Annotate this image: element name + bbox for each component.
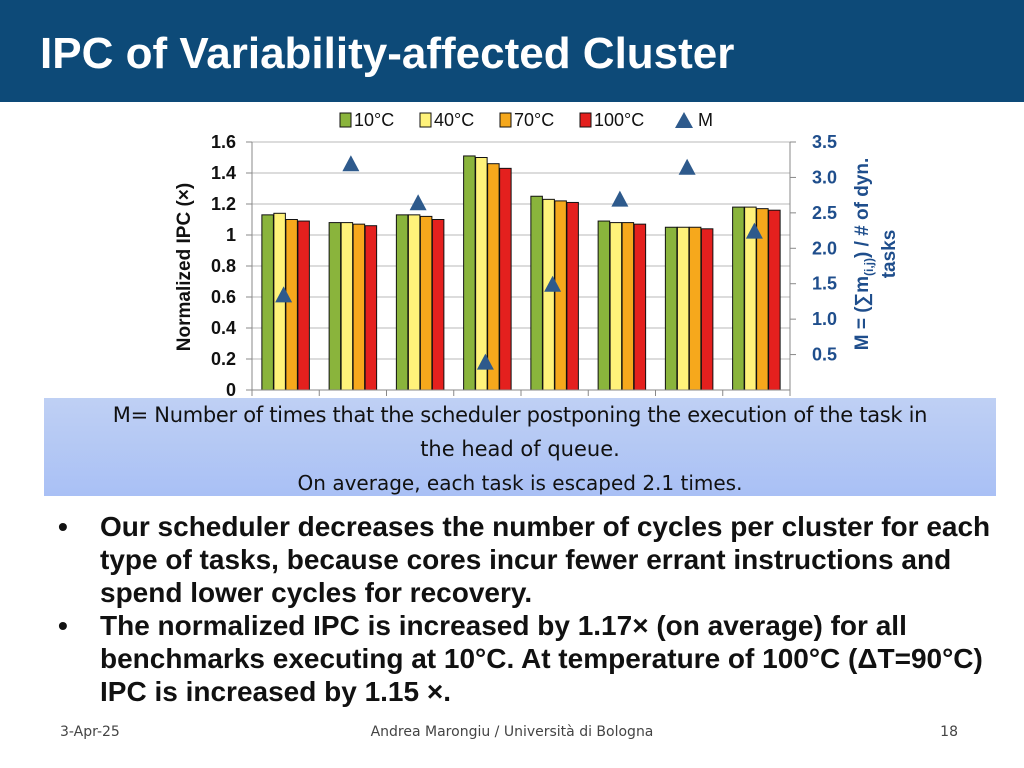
m-marker [409, 194, 427, 211]
bar [285, 219, 298, 391]
bar [542, 198, 555, 391]
bar [407, 214, 421, 391]
y-tick-label: 1.2 [211, 194, 236, 214]
bullet-text: The normalized IPC is increased by 1.17×… [100, 610, 983, 707]
bar [554, 200, 567, 391]
y2-tick-label: 3.5 [812, 132, 837, 152]
m-marker [745, 222, 763, 239]
y2-tick-label: 2.5 [812, 203, 837, 223]
legend-swatch [499, 112, 512, 128]
y-tick-label: 1.4 [211, 163, 236, 183]
bullet-text: Our scheduler decreases the number of cy… [100, 511, 991, 608]
m-marker [544, 275, 562, 292]
legend-label: 100°C [594, 110, 644, 130]
y2-tick-label: 1.5 [812, 274, 837, 294]
m-marker [476, 353, 494, 370]
bar [621, 222, 635, 391]
bullet-list: • Our scheduler decreases the number of c… [58, 510, 998, 708]
legend-swatch [419, 112, 432, 128]
y2-tick-label: 0.5 [812, 345, 837, 365]
bar [328, 222, 342, 391]
y2-tick-label: 2.0 [812, 238, 837, 258]
bar [395, 214, 409, 391]
chart-bars [261, 155, 781, 391]
chart-axes: 0 0.2 0.4 0.6 0.8 1 1.2 1.4 1.6 0.5 1.0 1.5 2.0 2.5 3.… [211, 132, 837, 400]
bullet-icon: • [58, 511, 68, 542]
legend-label: 40°C [434, 110, 474, 130]
y2-axis-label-sub: (i,j) [862, 258, 876, 276]
bar [499, 167, 512, 391]
note-line-2: the head of queue. [420, 437, 620, 461]
bar [768, 209, 781, 391]
bar [297, 220, 310, 391]
bar [352, 223, 366, 391]
title-bar: IPC of Variability-affected Cluster [0, 0, 1024, 102]
bar [664, 226, 678, 391]
y-tick-label: 0 [226, 380, 236, 400]
bar [609, 222, 623, 391]
chart-m-markers [275, 155, 763, 370]
bar [676, 226, 690, 391]
y-axis-label: Normalized IPC (×) [174, 183, 195, 351]
m-definition-note: M= Number of times that the scheduler po… [44, 398, 996, 496]
bar [487, 163, 500, 391]
m-marker [678, 158, 696, 175]
y2-axis-label-line2: tasks [879, 230, 900, 279]
bar [431, 219, 445, 391]
y-tick-label: 1 [226, 225, 236, 245]
bar [566, 201, 579, 391]
bullet-icon: • [58, 610, 68, 641]
footer-date: 3-Apr-25 [60, 724, 120, 740]
y2-axis-label-part1: M = (∑m [852, 276, 873, 350]
legend-marker [675, 112, 693, 128]
legend-swatch [339, 112, 352, 128]
legend-label: M [698, 110, 713, 130]
bar [732, 206, 745, 391]
bar [340, 222, 354, 391]
y-tick-label: 1.6 [211, 132, 236, 152]
y-tick-label: 0.8 [211, 256, 236, 276]
bar [530, 195, 543, 391]
bar [688, 226, 702, 391]
slide-title: IPC of Variability-affected Cluster [40, 29, 735, 78]
bar [597, 220, 611, 391]
y-tick-label: 0.6 [211, 287, 236, 307]
m-marker [342, 155, 360, 172]
y2-tick-label: 1.0 [812, 309, 837, 329]
ipc-chart: 10°C 40°C 70°C 100°C M 0 0.2 0.4 0.6 0.8 1 1.2 1.4 1… [174, 110, 900, 400]
note-line-3: On average, each task is escaped 2.1 tim… [297, 471, 743, 495]
y-tick-label: 0.4 [211, 318, 236, 338]
bar [700, 228, 714, 391]
bullet-item: • Our scheduler decreases the number of c… [58, 510, 998, 609]
chart-legend: 10°C 40°C 70°C 100°C M [339, 110, 713, 130]
m-marker [275, 286, 293, 303]
y-tick-label: 0.2 [211, 349, 236, 369]
note-line-1: M= Number of times that the scheduler po… [112, 403, 928, 427]
bar [463, 155, 476, 391]
legend-label: 70°C [514, 110, 554, 130]
bullet-item: • The normalized IPC is increased by 1.17… [58, 609, 998, 708]
bar [419, 215, 433, 391]
y2-axis-label-part2: ) / # of dyn. [852, 158, 873, 258]
legend-label: 10°C [354, 110, 394, 130]
footer-page-number: 18 [940, 724, 958, 740]
bar [261, 214, 274, 391]
y2-tick-label: 3.0 [812, 167, 837, 187]
footer-author: Andrea Marongiu / Università di Bologna [370, 724, 654, 740]
m-marker [611, 190, 629, 207]
bar [364, 225, 378, 391]
bar [633, 223, 647, 391]
y2-axis-label: M = (∑m(i,j)) / # of dyn. [852, 158, 876, 351]
legend-swatch [579, 112, 592, 128]
